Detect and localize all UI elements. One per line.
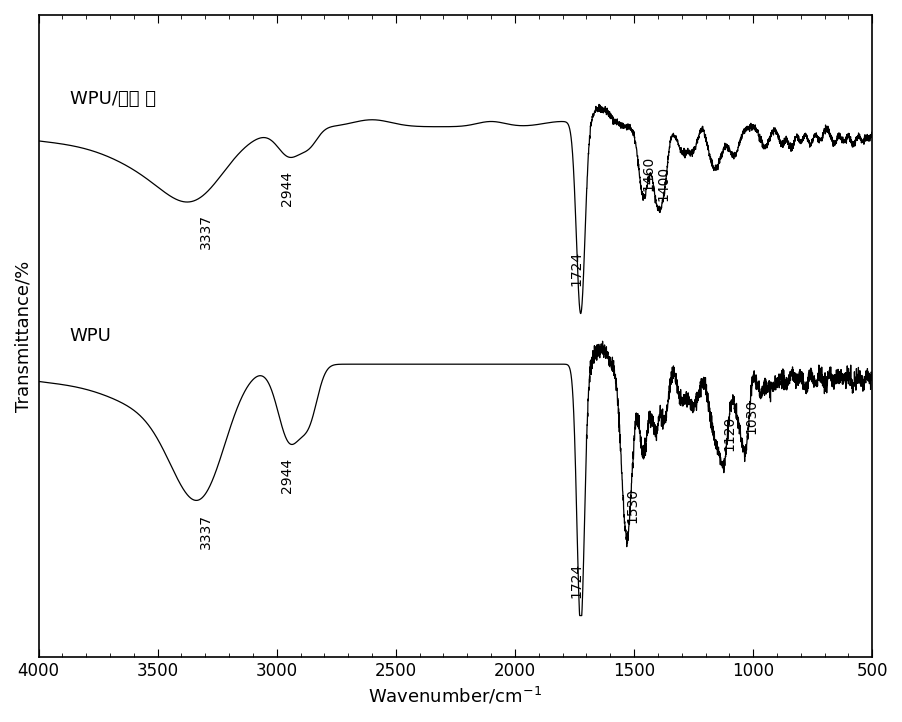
Text: 1724: 1724 — [569, 563, 583, 598]
Text: WPU: WPU — [69, 327, 111, 345]
Y-axis label: Transmittance/%: Transmittance/% — [15, 261, 33, 412]
Text: 1030: 1030 — [743, 399, 758, 434]
Text: 2944: 2944 — [280, 458, 293, 493]
Text: 2944: 2944 — [280, 171, 293, 206]
Text: 3337: 3337 — [198, 514, 213, 549]
Text: WPU/多孔 碳: WPU/多孔 碳 — [69, 90, 155, 108]
Text: 1460: 1460 — [641, 156, 655, 191]
Text: 1120: 1120 — [722, 416, 736, 451]
Text: 1400: 1400 — [655, 166, 669, 201]
Text: 1724: 1724 — [569, 251, 583, 286]
Text: 1530: 1530 — [624, 488, 639, 523]
Text: 3337: 3337 — [198, 214, 213, 249]
X-axis label: Wavenumber/cm$^{-1}$: Wavenumber/cm$^{-1}$ — [368, 686, 542, 707]
